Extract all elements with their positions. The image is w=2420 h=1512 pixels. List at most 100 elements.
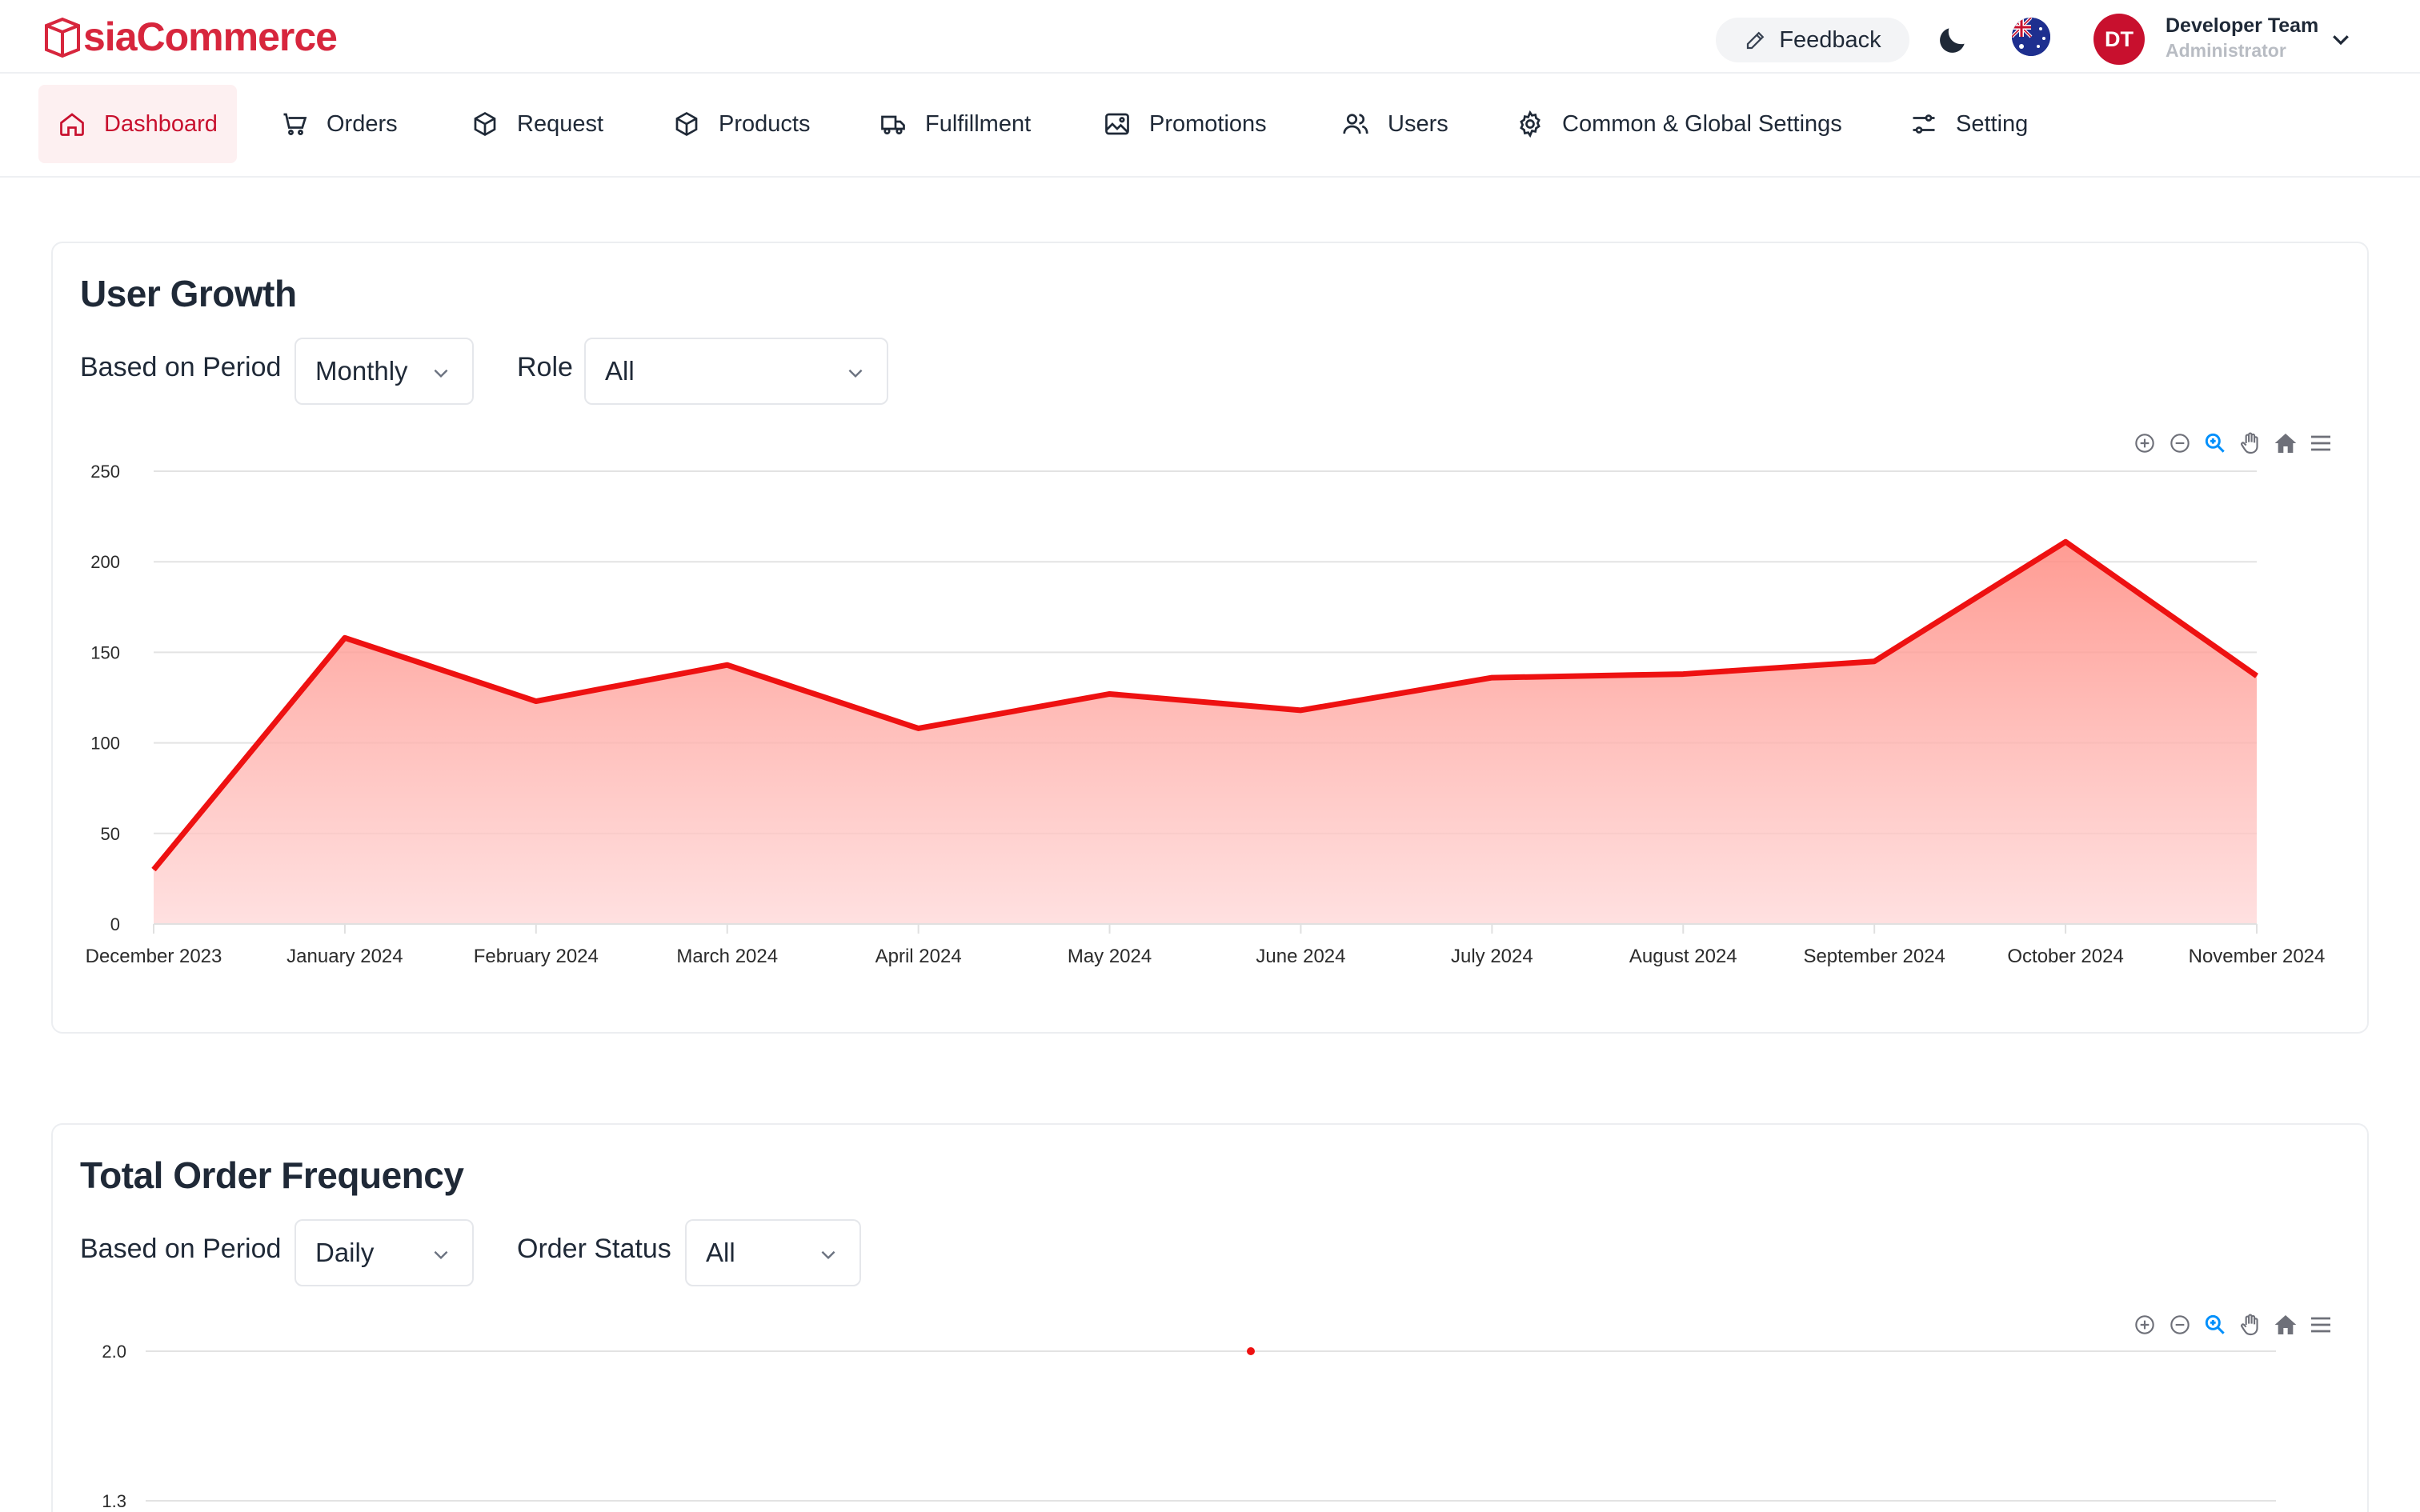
- y-tick-label: 2.0: [102, 1342, 126, 1362]
- period-label: Based on Period: [80, 352, 282, 382]
- chart-toolbar: [2127, 427, 2338, 459]
- nav-item-label: Request: [517, 110, 604, 137]
- home-icon: [60, 113, 84, 136]
- nav-item-label: Promotions: [1149, 110, 1267, 137]
- nav-item-common-global-settings[interactable]: Common & Global Settings: [1496, 85, 1861, 163]
- main-nav: Dashboard Orders Request Products Fulfil…: [0, 74, 2420, 178]
- role-label: Role: [517, 352, 573, 382]
- y-tick-label: 150: [90, 642, 120, 662]
- nav-item-label: Setting: [1956, 110, 2029, 137]
- feedback-button[interactable]: Feedback: [1716, 18, 1909, 62]
- order-status-select[interactable]: All: [685, 1219, 861, 1286]
- data-point: [535, 701, 537, 702]
- series-line: [151, 538, 2259, 872]
- nav-item-dashboard[interactable]: Dashboard: [38, 85, 237, 163]
- y-tick-label: 100: [90, 734, 120, 754]
- nav-item-products[interactable]: Products: [653, 85, 829, 163]
- order-status-label: Order Status: [517, 1234, 671, 1264]
- order-status-select-value: All: [706, 1238, 735, 1267]
- card-title: Total Order Frequency: [80, 1154, 464, 1196]
- user-growth-card: User Growth Based on Period Monthly Role…: [51, 242, 2369, 1034]
- australia-flag-icon[interactable]: [2012, 18, 2050, 56]
- y-tick-label: 200: [90, 552, 120, 572]
- user-name: Developer Team: [2166, 14, 2319, 37]
- zoom-select-icon[interactable]: [2198, 427, 2233, 459]
- period-select[interactable]: Daily: [294, 1219, 474, 1286]
- nav-item-fulfillment[interactable]: Fulfillment: [859, 85, 1050, 163]
- period-select[interactable]: Monthly: [294, 338, 474, 405]
- order-frequency-chart: 2.0 1.3: [102, 1342, 2276, 1511]
- edit-pen-icon: [1747, 31, 1765, 50]
- users-icon: [1343, 114, 1368, 134]
- x-tick-label: October 2024: [2007, 946, 2123, 967]
- chevron-down-icon: [821, 1250, 835, 1260]
- x-tick-label: July 2024: [1451, 946, 1533, 967]
- box-icon: [474, 111, 496, 137]
- nav-item-label: Dashboard: [104, 110, 218, 137]
- x-tick-label: August 2024: [1629, 946, 1737, 967]
- nav-item-label: Fulfillment: [925, 110, 1032, 137]
- card-title: User Growth: [80, 273, 297, 314]
- box-icon: [675, 111, 698, 137]
- cart-icon: [283, 113, 307, 135]
- nav-item-label: Orders: [327, 110, 398, 137]
- zoom-in-icon[interactable]: [2127, 427, 2162, 459]
- nav-item-label: Products: [719, 110, 811, 137]
- role-select[interactable]: All: [584, 338, 888, 405]
- nav-item-label: Common & Global Settings: [1562, 110, 1842, 137]
- y-tick-label: 1.3: [102, 1491, 126, 1511]
- sliders-icon: [1913, 114, 1935, 134]
- period-select-value: Daily: [315, 1238, 375, 1267]
- order-frequency-card: Total Order Frequency Based on Period Da…: [51, 1123, 2369, 1512]
- x-tick-label: May 2024: [1068, 946, 1152, 967]
- x-tick-label: April 2024: [875, 946, 962, 967]
- gear-icon: [1520, 110, 1541, 138]
- data-point: [918, 727, 920, 729]
- menu-icon[interactable]: [2303, 1309, 2338, 1341]
- period-label: Based on Period: [80, 1234, 282, 1264]
- user-role: Administrator: [2166, 40, 2286, 61]
- zoom-select-icon[interactable]: [2198, 1309, 2233, 1341]
- x-tick-label: June 2024: [1256, 946, 1345, 967]
- data-point: [1247, 1347, 1255, 1355]
- image-icon: [1105, 113, 1129, 135]
- top-bar: siaCommerce Feedback DT Developer Team A…: [0, 0, 2420, 74]
- x-tick-label: March 2024: [676, 946, 778, 967]
- nav-item-orders[interactable]: Orders: [261, 85, 417, 163]
- logo-box-icon: [45, 17, 80, 58]
- nav-item-request[interactable]: Request: [451, 85, 623, 163]
- reset-home-icon[interactable]: [2268, 427, 2303, 459]
- y-tick-label: 50: [101, 824, 120, 844]
- x-tick-label: January 2024: [286, 946, 403, 967]
- nav-item-users[interactable]: Users: [1322, 85, 1468, 163]
- zoom-in-icon[interactable]: [2127, 1309, 2162, 1341]
- avatar[interactable]: DT: [2093, 14, 2145, 65]
- y-tick-label: 0: [110, 914, 120, 934]
- zoom-out-icon[interactable]: [2162, 427, 2198, 459]
- truck-icon: [881, 115, 905, 135]
- data-point: [2256, 675, 2258, 677]
- app-logo[interactable]: siaCommerce: [40, 14, 338, 59]
- period-select-value: Monthly: [315, 356, 408, 386]
- chevron-down-icon: [434, 1250, 448, 1260]
- data-point: [1873, 661, 1875, 662]
- menu-icon[interactable]: [2303, 427, 2338, 459]
- nav-item-promotions[interactable]: Promotions: [1084, 85, 1286, 163]
- x-tick-label: December 2023: [86, 946, 222, 967]
- chevron-down-icon: [848, 369, 863, 378]
- moon-icon[interactable]: [1935, 22, 1970, 58]
- user-growth-chart: 0 50 100 150 200 250 December 2023 January 2024…: [86, 462, 2326, 967]
- role-select-value: All: [605, 356, 635, 386]
- reset-home-icon[interactable]: [2268, 1309, 2303, 1341]
- pan-hand-icon[interactable]: [2233, 1309, 2268, 1341]
- nav-item-setting[interactable]: Setting: [1890, 85, 2047, 163]
- chevron-down-icon: [434, 369, 448, 378]
- x-tick-label: February 2024: [474, 946, 599, 967]
- y-tick-label: 250: [90, 462, 120, 482]
- pan-hand-icon[interactable]: [2233, 427, 2268, 459]
- zoom-out-icon[interactable]: [2162, 1309, 2198, 1341]
- nav-item-label: Users: [1388, 110, 1448, 137]
- chevron-down-icon[interactable]: [2329, 27, 2353, 51]
- x-tick-label: November 2024: [2189, 946, 2326, 967]
- feedback-label: Feedback: [1779, 26, 1881, 53]
